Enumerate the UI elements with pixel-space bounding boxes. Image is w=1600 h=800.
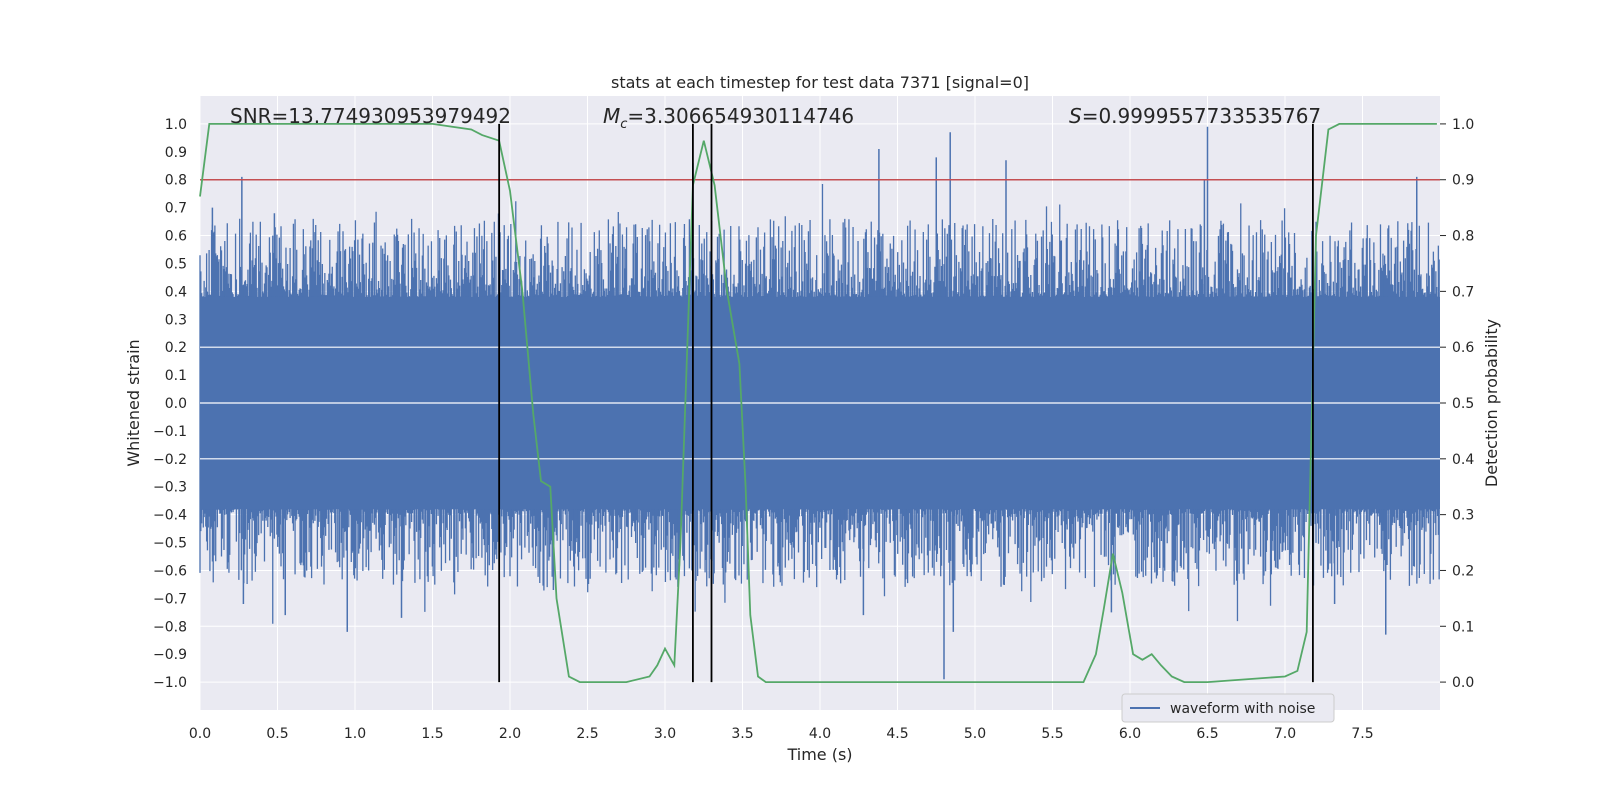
x-tick-label: 7.0 xyxy=(1274,726,1296,742)
y-tick-label: 0.0 xyxy=(165,396,187,412)
detection-probability-line xyxy=(199,123,1437,683)
y-tick-label: −1.0 xyxy=(153,675,187,691)
y2-tick-label: 0.1 xyxy=(1452,619,1474,635)
y2-tick-label: 0.5 xyxy=(1452,396,1474,412)
x-axis-label: Time (s) xyxy=(786,745,852,764)
x-tick-label: 2.0 xyxy=(499,726,521,742)
chirp-mass-annotation: Mc=3.306654930114746 xyxy=(603,104,854,132)
x-tick-label: 6.0 xyxy=(1119,726,1141,742)
y-tick-label: −0.1 xyxy=(153,424,187,440)
legend-box xyxy=(1121,693,1335,723)
y2-tick-label: 0.4 xyxy=(1452,452,1474,468)
y-tick-label: −0.8 xyxy=(153,619,187,635)
y-tick-label: 0.7 xyxy=(165,201,187,217)
x-tick-label: 5.5 xyxy=(1041,726,1063,742)
x-tick-label: 0.0 xyxy=(189,726,211,742)
x-tick-label: 3.0 xyxy=(654,726,676,742)
chirp-mass-value: =3.306654930114746 xyxy=(627,104,854,128)
x-tick-label: 7.5 xyxy=(1351,726,1373,742)
x-tick-label: 3.5 xyxy=(731,726,753,742)
y-tick-label: −0.3 xyxy=(153,480,187,496)
x-tick-label: 1.0 xyxy=(344,726,366,742)
y2-tick-label: 0.7 xyxy=(1452,284,1474,300)
y-tick-label: 0.3 xyxy=(165,312,187,328)
y2-tick-label: 1.0 xyxy=(1452,117,1474,133)
x-tick-label: 5.0 xyxy=(964,726,986,742)
snr-annotation: SNR=13.774930953979492 xyxy=(230,104,511,128)
y2-tick-labels: 1.0 0.9 0.8 0.7 0.6 0.5 0.4 0.3 0.2 0.1 0.0 xyxy=(1440,117,1474,691)
y-tick-label: 0.6 xyxy=(165,229,187,245)
y-tick-label: −0.6 xyxy=(153,563,187,579)
legend: waveform with noise xyxy=(1121,693,1335,723)
y2-tick-label: 0.3 xyxy=(1452,508,1474,524)
y-tick-label: 1.0 xyxy=(165,117,187,133)
y-tick-label: 0.5 xyxy=(165,256,187,272)
significance-symbol: S xyxy=(1069,104,1082,128)
legend-label: waveform with noise xyxy=(1170,701,1315,717)
y-tick-label: 0.1 xyxy=(165,368,187,384)
x-tick-label: 4.5 xyxy=(886,726,908,742)
y-tick-label: −0.4 xyxy=(153,508,187,524)
significance-annotation: S=0.9999557733535767 xyxy=(1069,104,1321,128)
y-tick-label: −0.5 xyxy=(153,536,187,552)
chirp-mass-symbol: M xyxy=(603,104,620,128)
y-tick-label: −0.9 xyxy=(153,647,187,663)
y2-tick-label: 0.8 xyxy=(1452,229,1474,245)
y2-tick-label: 0.2 xyxy=(1452,563,1474,579)
grid-strong-lines xyxy=(200,346,1440,460)
x-tick-label: 4.0 xyxy=(809,726,831,742)
y-tick-label: 0.9 xyxy=(165,145,187,161)
x-tick-label: 2.5 xyxy=(576,726,598,742)
chirp-mass-subscript: c xyxy=(620,117,627,132)
significance-value: =0.9999557733535767 xyxy=(1082,104,1321,128)
y2-tick-label: 0.0 xyxy=(1452,675,1474,691)
x-tick-label: 6.5 xyxy=(1196,726,1218,742)
event-markers xyxy=(498,123,1314,683)
y-tick-label: 0.2 xyxy=(165,340,187,356)
y-tick-label: 0.8 xyxy=(165,173,187,189)
y-axis-label: Whitened strain xyxy=(124,339,143,466)
y2-tick-label: 0.9 xyxy=(1452,173,1474,189)
y-tick-label: −0.2 xyxy=(153,452,187,468)
y2-axis-label: Detection probability xyxy=(1482,319,1501,487)
y-tick-label: 0.4 xyxy=(165,284,187,300)
y-tick-label: −0.7 xyxy=(153,591,187,607)
chart-title: stats at each timestep for test data 737… xyxy=(611,73,1029,92)
x-tick-label: 1.5 xyxy=(421,726,443,742)
x-tick-label: 0.5 xyxy=(266,726,288,742)
y-tick-labels: 1.0 0.9 0.8 0.7 0.6 0.5 0.4 0.3 0.2 0.1 0.0 −0.1 −0.… xyxy=(153,117,187,691)
y2-tick-label: 0.6 xyxy=(1452,340,1474,356)
x-tick-labels: 0.0 0.5 1.0 1.5 2.0 2.5 3.0 3.5 4.0 4.5 5.0 5.5 6.0 6… xyxy=(189,726,1374,742)
